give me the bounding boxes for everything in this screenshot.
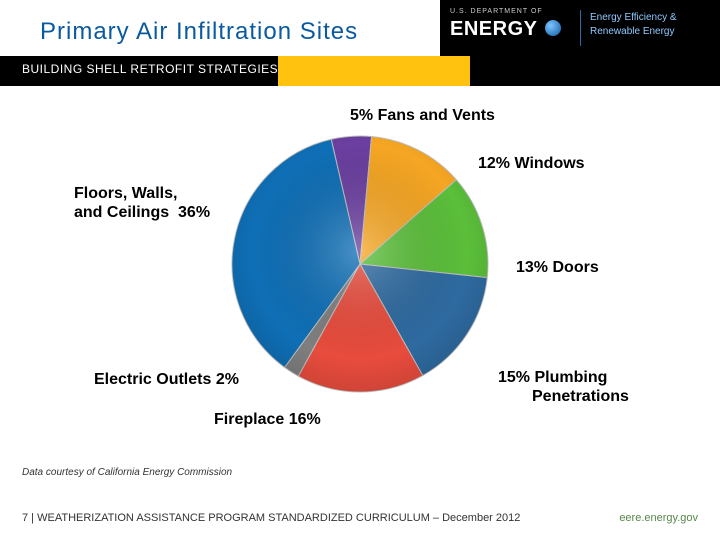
- label-outlets-text: Electric Outlets: [94, 371, 211, 388]
- footer: 7 | WEATHERIZATION ASSISTANCE PROGRAM ST…: [0, 500, 720, 540]
- pie-chart: [230, 134, 490, 394]
- label-plumbing-text: Plumbing: [534, 369, 607, 386]
- band-segment-black-right: [470, 56, 720, 86]
- logo-divider: [580, 10, 581, 46]
- page-title: Primary Air Infiltration Sites: [40, 18, 358, 46]
- footer-program-text: WEATHERIZATION ASSISTANCE PROGRAM STANDA…: [37, 512, 520, 524]
- logo-energy-word: ENERGY: [450, 18, 537, 41]
- label-windows-text: Windows: [514, 155, 584, 172]
- label-outlets: Electric Outlets 2%: [94, 370, 239, 389]
- label-fireplace-text: Fireplace: [214, 411, 284, 428]
- label-fwc-text1: Floors, Walls,: [74, 185, 177, 202]
- label-windows: 12% Windows: [478, 154, 585, 173]
- pie-svg: [230, 134, 490, 394]
- footer-left: 7 | WEATHERIZATION ASSISTANCE PROGRAM ST…: [22, 512, 520, 524]
- logo-dept-line: U.S. DEPARTMENT OF: [450, 8, 543, 15]
- label-fwc-text2: and Ceilings: [74, 204, 169, 221]
- label-fans-vents-pct: 5%: [350, 107, 373, 124]
- data-attribution: Data courtesy of California Energy Commi…: [22, 467, 232, 478]
- logo-globe-icon: [545, 20, 561, 36]
- logo-eere-line1: Energy Efficiency &: [590, 12, 677, 23]
- label-doors: 13% Doors: [516, 258, 599, 277]
- label-fwc-pct: 36%: [178, 204, 210, 221]
- label-fireplace-pct: 16%: [289, 411, 321, 428]
- label-outlets-pct: 2%: [216, 371, 239, 388]
- label-fireplace: Fireplace 16%: [214, 410, 321, 429]
- band-segment-yellow: [278, 56, 470, 86]
- title-bar: Primary Air Infiltration Sites U.S. DEPA…: [0, 0, 720, 56]
- label-plumbing-text2: Penetrations: [532, 388, 629, 405]
- label-plumbing: 15% Plumbing Penetrations: [498, 368, 629, 406]
- label-fans-vents-text: Fans and Vents: [378, 107, 495, 124]
- doe-logo: U.S. DEPARTMENT OF ENERGY Energy Efficie…: [440, 0, 720, 56]
- chart-area: 5% Fans and Vents 12% Windows Floors, Wa…: [0, 100, 720, 480]
- slide: Primary Air Infiltration Sites U.S. DEPA…: [0, 0, 720, 540]
- label-windows-pct: 12%: [478, 155, 510, 172]
- label-doors-text: Doors: [552, 259, 598, 276]
- footer-site: eere.energy.gov: [619, 512, 698, 524]
- label-fwc: Floors, Walls, and Ceilings 36%: [74, 184, 210, 222]
- sub-band: BUILDING SHELL RETROFIT STRATEGIES: [0, 56, 720, 86]
- logo-eere-line2: Renewable Energy: [590, 26, 675, 37]
- label-fans-vents: 5% Fans and Vents: [350, 106, 495, 125]
- footer-separator: |: [28, 512, 37, 524]
- subheading: BUILDING SHELL RETROFIT STRATEGIES: [22, 62, 278, 76]
- label-plumbing-pct: 15%: [498, 369, 530, 386]
- label-doors-pct: 13%: [516, 259, 548, 276]
- pie-shading: [232, 136, 488, 392]
